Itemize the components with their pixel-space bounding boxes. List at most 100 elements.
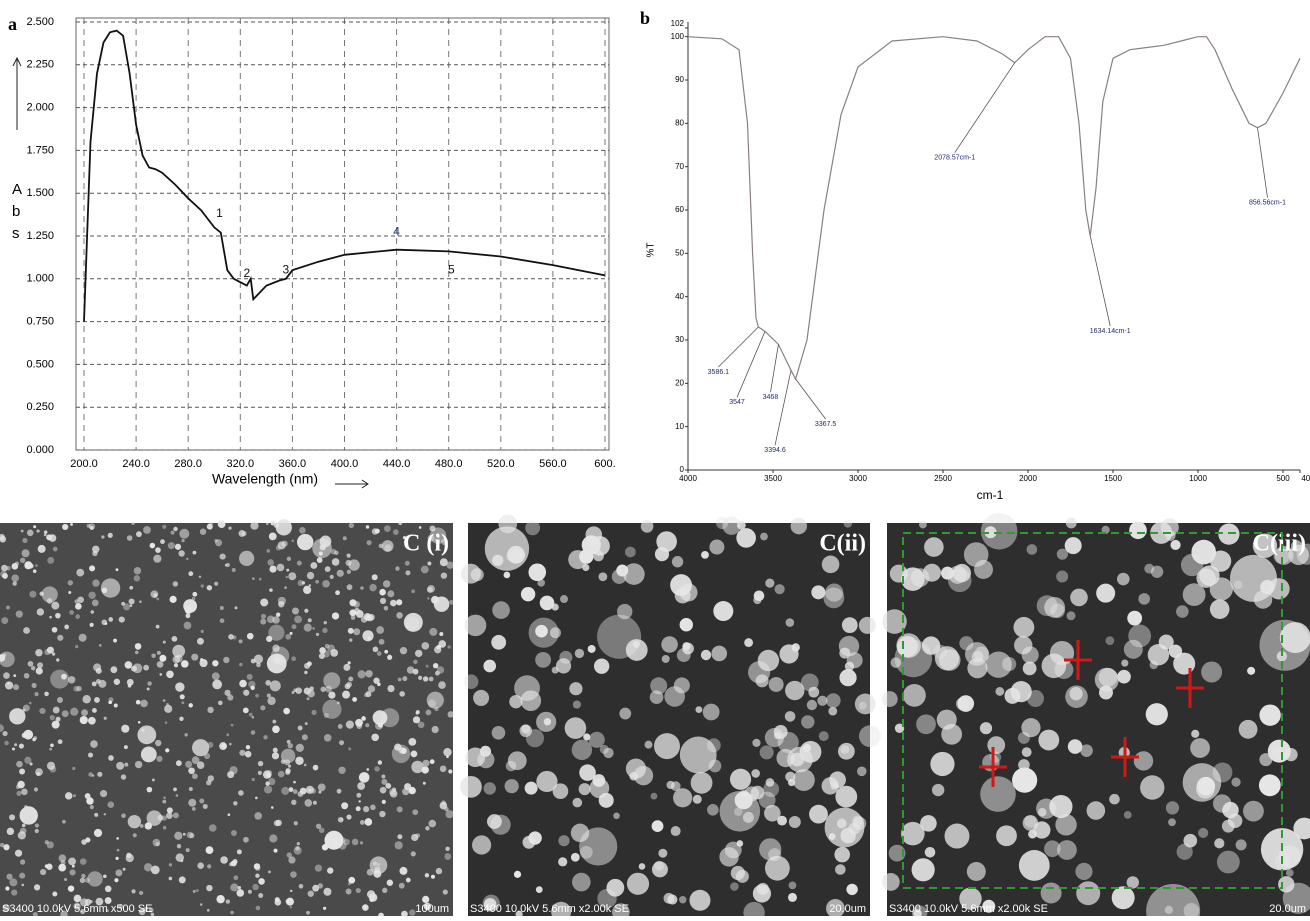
particle [303,687,311,695]
particle [179,694,185,700]
particle [120,774,127,780]
particle [817,695,828,706]
peak-label: 1634.14cm-1 [1090,328,1131,335]
particle [324,830,344,850]
particle [0,533,5,541]
particle [412,809,419,816]
particle [291,656,297,662]
particle [297,580,304,587]
particle [1036,595,1058,617]
particle [362,904,369,911]
particle [81,709,88,717]
particle [1231,777,1241,787]
particle [366,540,372,546]
particle [36,608,45,616]
particle [255,693,259,698]
particle [528,617,559,648]
particle [79,715,88,725]
particle [35,564,38,567]
particle [269,565,277,573]
particle [121,601,126,606]
particle [298,883,304,889]
particle [349,638,353,642]
particle [651,861,668,878]
peak-label: 3 [283,262,290,276]
particle [390,599,397,607]
particle [257,760,264,767]
particle [200,629,204,633]
particle [1182,763,1222,802]
particle [239,679,247,688]
particle [123,603,131,611]
particle [570,852,580,862]
particle [656,531,677,552]
particle [273,848,278,853]
y-tick-label: 30 [675,335,684,344]
particle [196,761,205,769]
particle [412,668,419,675]
particle [19,806,38,825]
particle [551,666,559,674]
particle [32,737,36,742]
particle [588,731,605,748]
particle [131,521,135,525]
particle [1044,596,1066,618]
particle [858,701,867,710]
particle [811,585,826,600]
particle [1190,738,1210,758]
particle [159,673,163,676]
particle [260,618,267,625]
particle [1218,523,1240,545]
particle [39,591,44,596]
particle [118,903,124,910]
particle [858,725,881,748]
particle [139,600,142,603]
particle [808,686,820,698]
particle [104,897,112,904]
particle [644,740,653,749]
particle [24,756,32,764]
particle [71,864,75,868]
particle [552,783,569,799]
particle [239,749,246,756]
particle [355,806,361,812]
particle [1168,644,1183,658]
particle [211,672,220,681]
spectrum-line [687,36,1301,381]
particle [425,826,430,831]
particle [266,615,275,624]
particle [311,709,317,716]
leader-line [736,331,766,398]
particle [1144,563,1155,574]
particle [248,712,253,717]
particle [166,807,173,814]
particle [435,867,443,875]
particle [343,663,351,671]
particle [9,814,16,821]
particle [317,783,326,792]
particle [268,870,271,874]
particle [122,867,126,871]
particle [463,674,479,690]
particle [162,524,167,529]
particle [411,760,424,774]
particle [379,588,386,596]
particle [1127,610,1143,626]
particle [346,814,352,820]
particle [291,691,295,694]
particle [399,691,405,697]
particle [107,801,115,809]
particle [48,534,57,542]
particle [146,786,153,793]
particle [188,703,193,708]
particle [304,670,308,675]
particle [11,574,19,583]
particle [774,584,785,595]
particle [116,837,119,840]
particle [619,707,632,720]
particle [1160,518,1179,537]
particle [336,788,342,794]
particle [765,578,775,588]
x-tick-label: 520.0 [487,458,515,470]
particle [39,707,46,715]
